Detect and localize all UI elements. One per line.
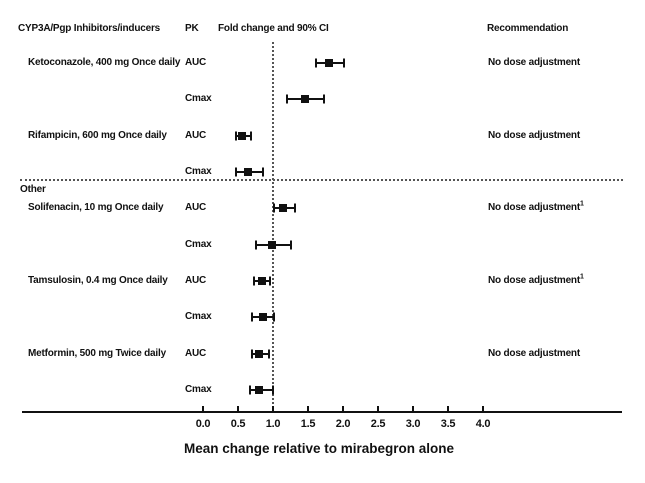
x-axis-tick-label: 1.0 [265,418,281,430]
x-axis-tick [342,406,344,411]
ci-cap-low [234,167,237,177]
pk-label: Cmax [185,383,212,395]
ci-cap-high [342,58,345,68]
column-header-plot: Fold change and 90% CI [218,23,329,34]
pk-label: AUC [185,129,207,141]
pk-label: AUC [185,274,207,286]
pk-label: Cmax [185,165,212,177]
ci-cap-high [323,94,326,104]
point-estimate-marker [255,349,263,358]
recommendation-label: No dose adjustment1 [488,200,584,214]
ci-cap-low [251,349,253,359]
ci-cap-low [255,240,258,250]
drug-label: Tamsulosin, 0.4 mg Once daily [28,274,168,286]
ci-cap-low [234,131,237,141]
column-header-drugs: CYP3A/Pgp Inhibitors/inducers [18,23,160,34]
x-axis-tick [412,406,414,411]
point-estimate-marker [243,167,252,176]
recommendation-footnote: 1 [579,273,584,281]
section-label-other: Other [20,184,46,195]
point-estimate-marker [267,240,276,249]
column-header-recommendation: Recommendation [487,23,569,34]
column-header-pk: PK [185,23,199,34]
point-estimate-marker [257,276,266,285]
x-axis-tick-label: 3.0 [405,418,421,430]
point-estimate-marker [238,131,247,140]
reference-line [272,42,274,412]
point-estimate-marker [255,385,263,394]
x-axis-tick [307,406,309,411]
ci-cap-high [289,240,292,250]
point-estimate-marker [258,313,267,322]
ci-cap-high [261,167,264,177]
x-axis-tick-label: 2.0 [335,418,351,430]
ci-cap-low [248,385,251,395]
point-estimate-marker [300,95,309,104]
x-axis-tick [202,406,204,411]
ci-cap-high [293,203,296,213]
ci-cap-low [251,312,253,322]
pk-label: Cmax [185,311,212,323]
drug-label: Ketoconazole, 400 mg Once daily [28,57,181,68]
section-divider [20,179,623,181]
pk-label: Cmax [185,93,212,105]
ci-cap-low [272,203,275,213]
ci-cap-high [267,349,270,359]
x-axis-tick-label: 4.0 [475,418,491,430]
x-axis-tick-label: 0.0 [195,418,211,430]
ci-cap-low [314,58,317,68]
recommendation-label: No dose adjustment1 [488,273,584,286]
drug-label: Solifenacin, 10 mg Once daily [28,202,164,214]
pk-label: AUC [185,202,207,214]
pk-label: AUC [185,57,207,68]
ci-cap-low [253,276,256,286]
x-axis-line [22,411,622,413]
x-axis-title: Mean change relative to mirabegron alone [183,441,455,456]
recommendation-footnote: 1 [579,200,584,208]
x-axis-tick [272,406,274,411]
x-axis-tick [482,406,484,411]
x-axis-tick [447,406,449,411]
x-axis-tick [377,406,379,411]
point-estimate-marker [278,204,287,213]
pk-label: AUC [185,347,207,359]
recommendation-label: No dose adjustment [488,129,580,141]
recommendation-label: No dose adjustment [488,347,580,359]
ci-cap-high [269,276,272,286]
ci-cap-high [272,312,275,322]
drug-label: Metformin, 500 mg Twice daily [28,347,166,359]
ci-cap-low [286,94,288,104]
x-axis-tick-label: 3.5 [440,418,456,430]
ci-cap-high [272,385,274,395]
point-estimate-marker [325,59,333,67]
ci-cap-high [249,131,252,141]
pk-label: Cmax [185,238,212,250]
recommendation-label: No dose adjustment [488,57,580,68]
x-axis-tick-label: 1.5 [300,418,316,430]
x-axis-tick-label: 0.5 [230,418,246,430]
x-axis-tick-label: 2.5 [370,418,386,430]
drug-label: Rifampicin, 600 mg Once daily [28,129,167,141]
x-axis-tick [237,406,239,411]
